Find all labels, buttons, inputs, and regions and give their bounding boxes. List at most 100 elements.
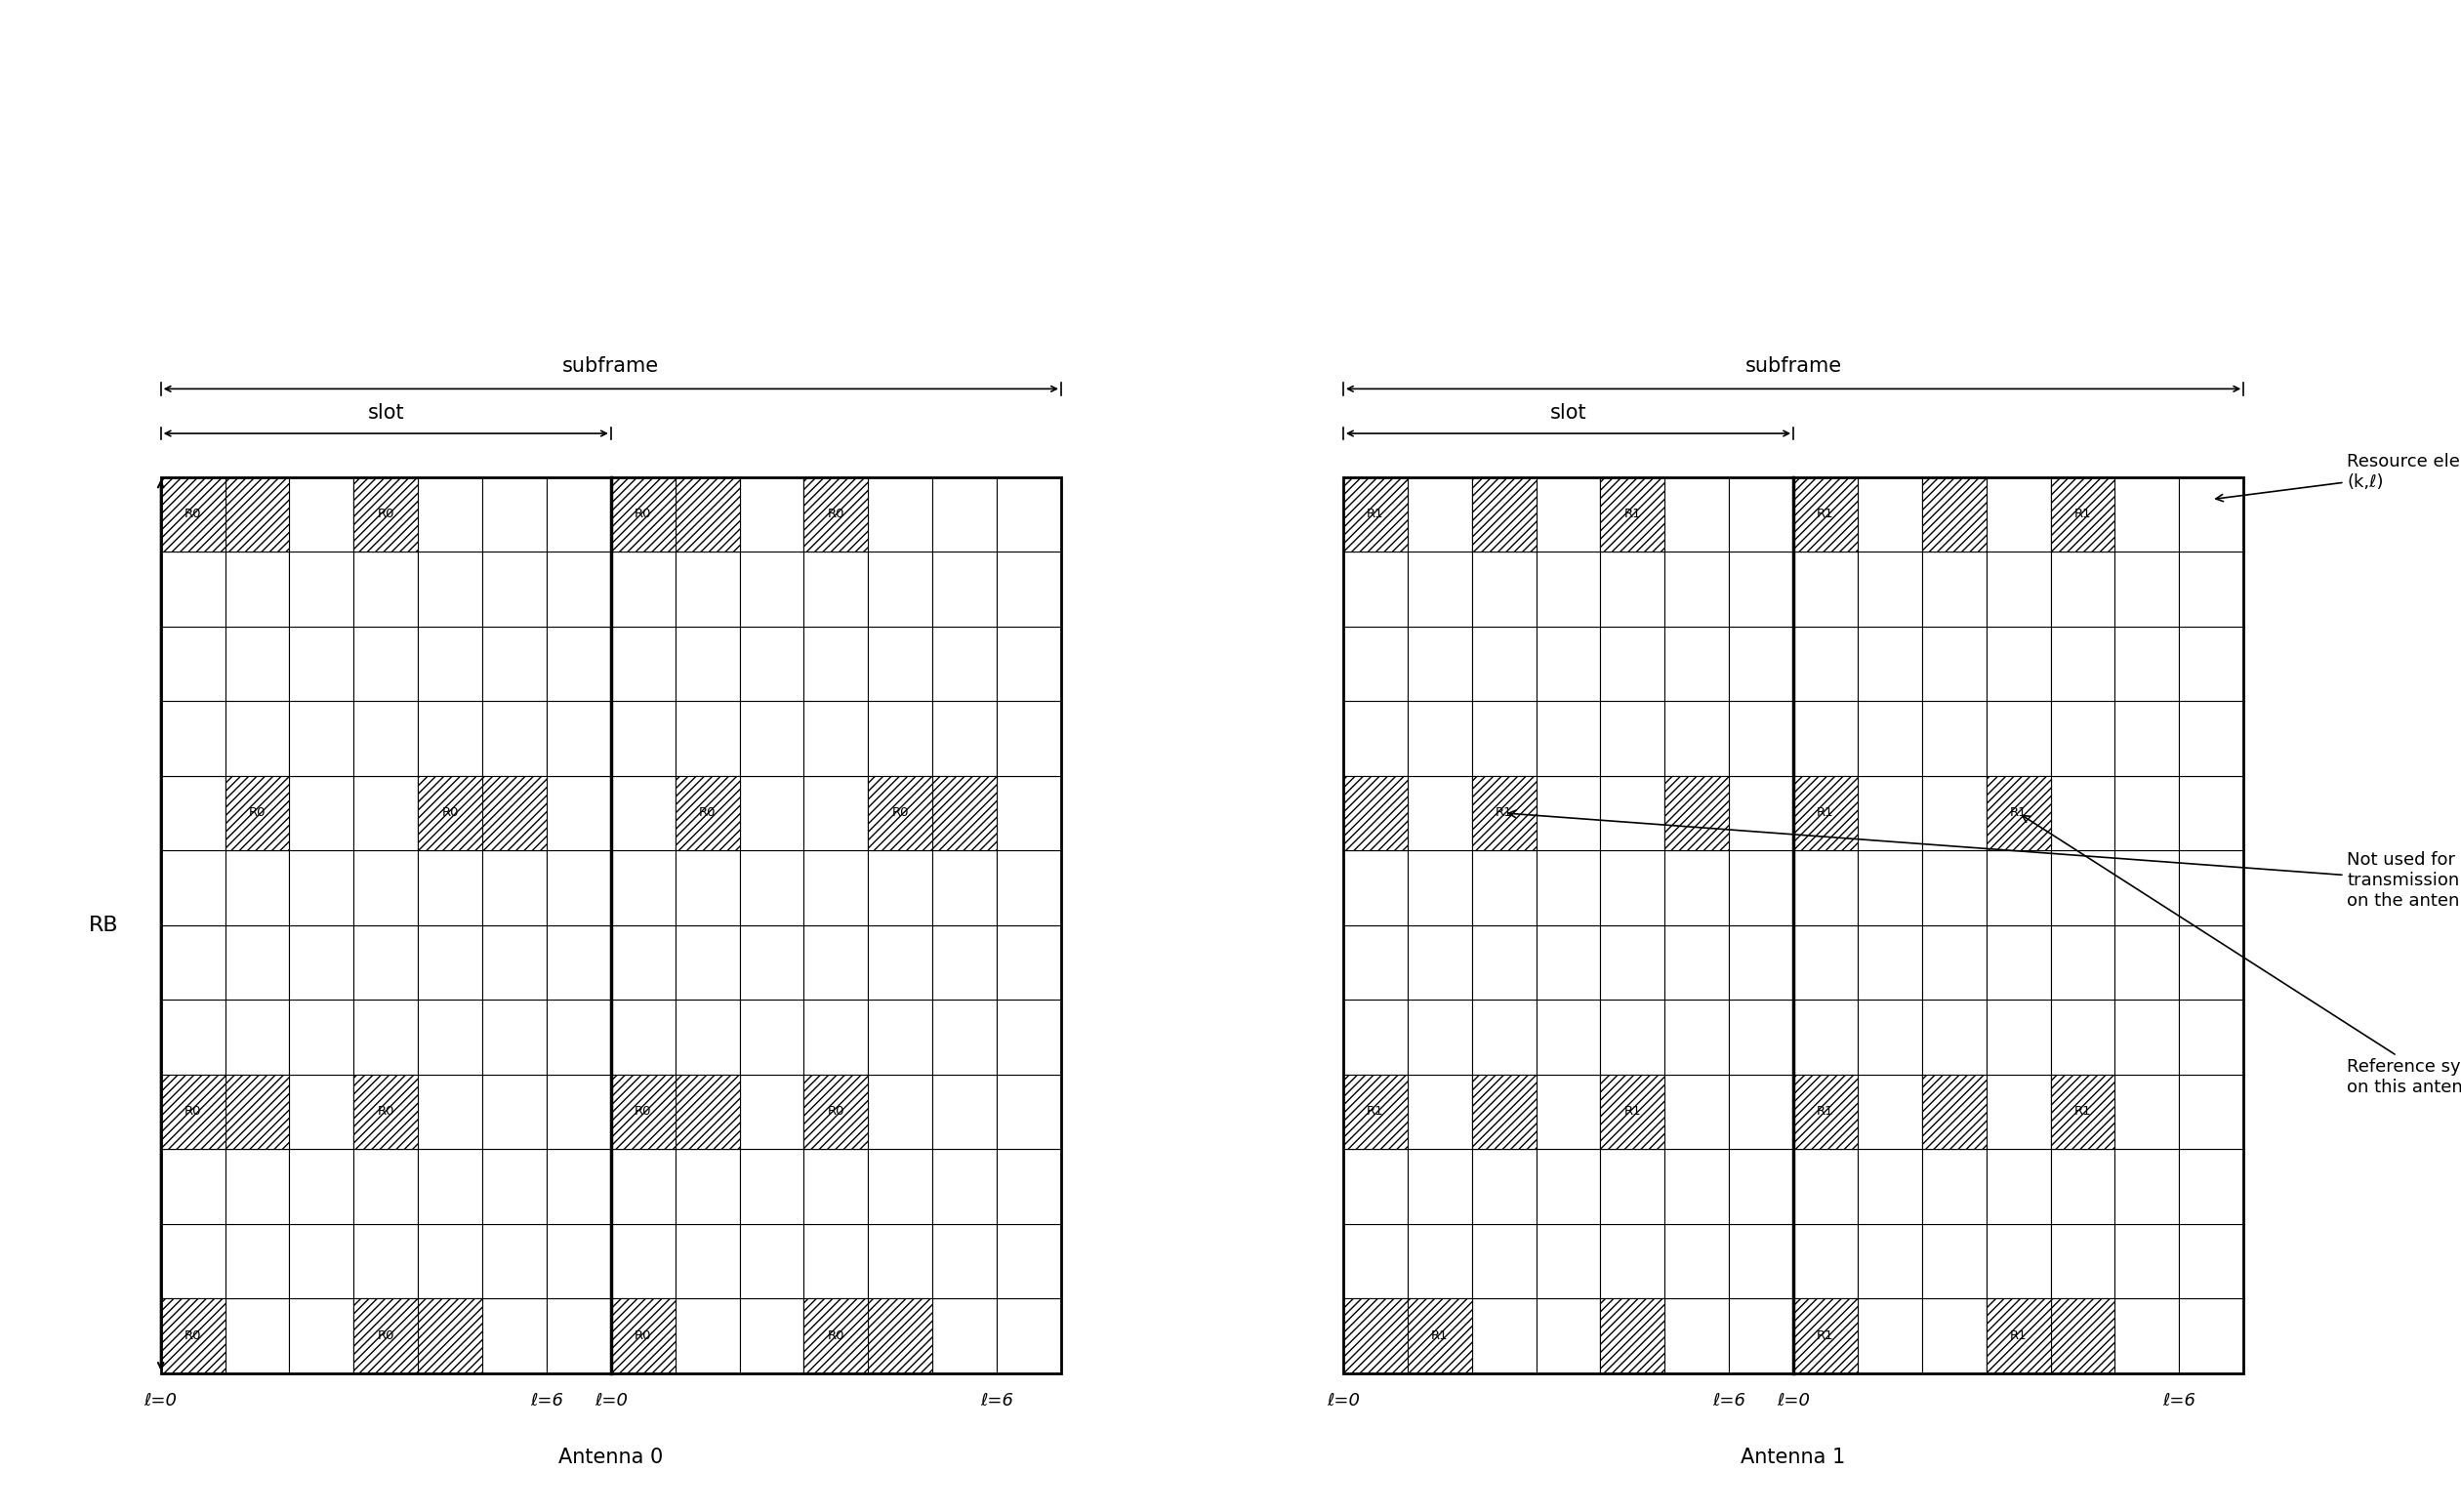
Bar [1472,702,1536,776]
Bar [1922,925,1986,999]
Bar [1794,1223,1858,1299]
Bar [1922,476,1986,552]
Bar [482,476,546,552]
Bar [1986,776,2050,850]
Text: R1: R1 [1624,508,1641,520]
Bar [1536,850,1600,925]
Bar [354,626,418,702]
Bar [2050,476,2114,552]
Bar [354,476,418,552]
Bar [1858,1299,1922,1373]
Bar [674,476,741,552]
Bar [1408,626,1472,702]
Bar [546,1075,610,1149]
Bar [933,1223,997,1299]
Bar [1730,925,1794,999]
Bar [482,776,546,850]
Bar [546,850,610,925]
Bar [869,1149,933,1223]
Bar [1472,999,1536,1075]
Bar [997,925,1061,999]
Bar [2114,1075,2180,1149]
Bar [160,925,224,999]
Text: ℓ=6: ℓ=6 [2163,1391,2195,1409]
Bar [869,776,933,850]
Bar [997,702,1061,776]
Bar [1986,850,2050,925]
Bar [1472,626,1536,702]
Bar [354,1299,418,1373]
Bar [869,626,933,702]
Bar [1986,1075,2050,1149]
Bar [997,1223,1061,1299]
Bar [1344,776,1408,850]
Bar [1664,850,1730,925]
Bar [869,925,933,999]
Bar [1600,925,1664,999]
Bar [674,850,741,925]
Bar [354,1075,418,1149]
Bar [482,1299,546,1373]
Bar [1536,1223,1600,1299]
Bar [160,850,224,925]
Bar [741,552,805,626]
Text: R1: R1 [2011,807,2028,820]
Bar [1344,1075,1408,1149]
Bar [224,476,290,552]
Bar [546,999,610,1075]
Bar [224,1149,290,1223]
Bar [1730,1299,1794,1373]
Text: R1: R1 [1816,1329,1833,1343]
Bar [1794,1299,1858,1373]
Bar [354,1075,418,1149]
Bar [2050,1075,2114,1149]
Bar [546,776,610,850]
Bar [997,1149,1061,1223]
Text: R0: R0 [891,807,908,820]
Bar [1408,702,1472,776]
Bar [1986,552,2050,626]
Bar [418,1149,482,1223]
Bar [997,1075,1061,1149]
Bar [1472,476,1536,552]
Bar [2180,999,2244,1075]
Bar [933,552,997,626]
Text: R1: R1 [1816,1105,1833,1117]
Bar [160,1223,224,1299]
Bar [1408,1223,1472,1299]
Bar [1858,999,1922,1075]
Bar [869,1299,933,1373]
Text: R0: R0 [635,1329,652,1343]
Bar [354,1299,418,1373]
Bar [933,999,997,1075]
Bar [290,1075,354,1149]
Bar [1858,925,1922,999]
Bar [1344,476,1408,552]
Bar [997,552,1061,626]
Bar [805,1223,869,1299]
Text: Antenna 1: Antenna 1 [1740,1448,1846,1467]
Bar [1730,476,1794,552]
Bar [1344,1299,1408,1373]
Bar [1536,552,1600,626]
Bar [1600,552,1664,626]
Bar [1730,702,1794,776]
Bar [224,925,290,999]
Bar [1858,1149,1922,1223]
Bar [290,1223,354,1299]
Bar [997,776,1061,850]
Bar [1664,925,1730,999]
Bar [2114,702,2180,776]
Bar [290,626,354,702]
Bar [1472,1223,1536,1299]
Bar [1858,626,1922,702]
Bar [1730,1149,1794,1223]
Bar [160,1075,224,1149]
Bar [610,999,674,1075]
Bar [869,999,933,1075]
Bar [805,1299,869,1373]
Bar [1344,1075,1408,1149]
Bar [2180,776,2244,850]
Bar [224,626,290,702]
Bar [1344,626,1408,702]
